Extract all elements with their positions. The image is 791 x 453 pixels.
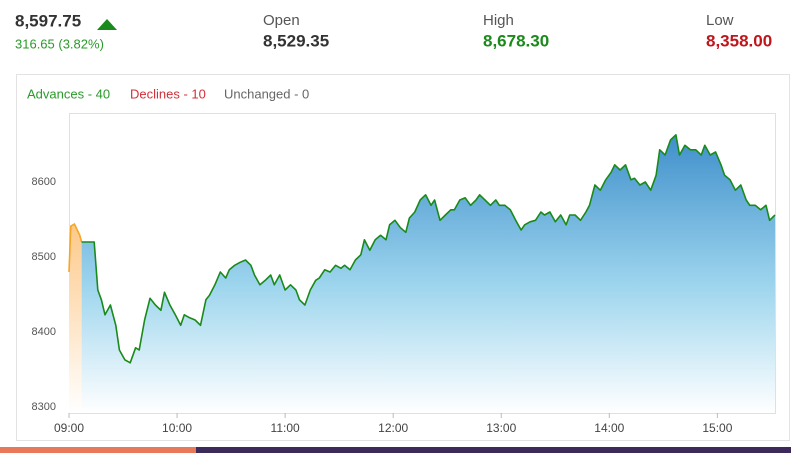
x-tick-label: 14:00 (594, 421, 624, 435)
x-tick-label: 10:00 (162, 421, 192, 435)
bar-left (0, 447, 196, 453)
open-value: 8,529.35 (263, 31, 329, 50)
line (68, 223, 83, 273)
legend-advances: Advances - 40 (27, 86, 110, 101)
y-tick-label: 8400 (32, 326, 56, 338)
x-tick-label: 12:00 (378, 421, 408, 435)
y-tick-label: 8500 (32, 251, 56, 263)
panel (16, 74, 790, 441)
area (81, 134, 776, 414)
high-value: 8,678.30 (483, 31, 549, 50)
y-tick-label: 8300 (32, 401, 56, 413)
high-label: High (483, 12, 514, 29)
low-value: 8,358.00 (706, 31, 772, 50)
price: 8,597.75 (15, 11, 81, 30)
x-tick-label: 13:00 (486, 421, 516, 435)
low-label: Low (706, 12, 734, 29)
x-tick-label: 15:00 (702, 421, 732, 435)
legend-declines: Declines - 10 (130, 86, 206, 101)
x-tick-label: 09:00 (54, 421, 84, 435)
legend-unchanged: Unchanged - 0 (224, 86, 309, 101)
x-tick-label: 11:00 (271, 421, 300, 435)
line (81, 134, 776, 364)
y-tick-label: 8600 (32, 176, 56, 188)
area (69, 224, 82, 413)
change: 316.65 (3.82%) (15, 36, 104, 51)
up-arrow (97, 19, 117, 30)
bar-right (196, 447, 791, 453)
open-label: Open (263, 12, 300, 29)
